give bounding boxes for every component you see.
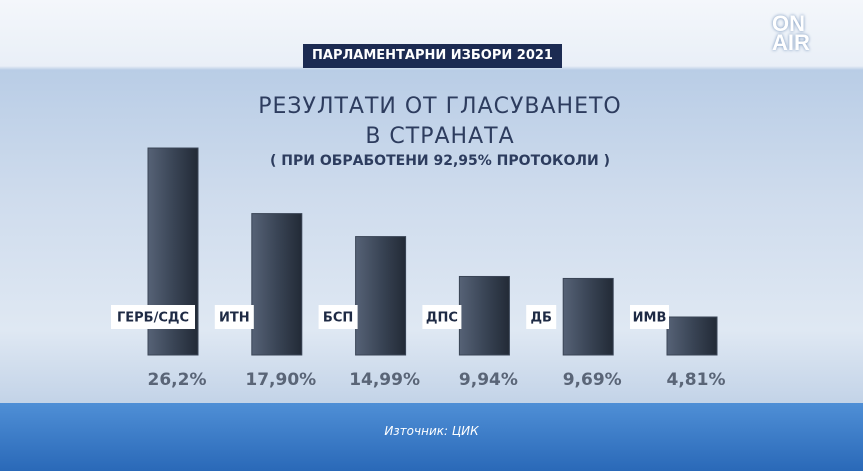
category-label-box <box>526 305 557 329</box>
value-label: 14,99% <box>349 370 420 390</box>
category-label: ИТН <box>219 311 250 326</box>
category-label: ГЕРБ/СДС <box>117 311 189 326</box>
source: Източник: ЦИК <box>384 424 479 438</box>
bar <box>355 236 407 356</box>
bar <box>458 275 510 356</box>
value-label: 26,2% <box>148 370 207 390</box>
logo: ON AIR <box>772 11 810 55</box>
value-label: 9,69% <box>563 370 622 390</box>
category-label-box <box>422 305 462 329</box>
value-label: 17,90% <box>245 370 316 390</box>
category-label: ИМВ <box>633 311 667 326</box>
category-label-box <box>214 305 254 329</box>
value-label: 9,94% <box>459 370 518 390</box>
logo-line: AIR <box>772 30 810 55</box>
bar <box>562 277 614 356</box>
banner: ПАРЛАМЕНТАРНИ ИЗБОРИ 2021 <box>303 44 562 68</box>
bottom-band <box>0 403 863 471</box>
category-label-box <box>111 305 195 329</box>
category-label-box <box>318 305 358 329</box>
category-label: БСП <box>323 311 353 326</box>
chart-title: РЕЗУЛТАТИ ОТ ГЛАСУВАНЕТО В СТРАНАТА <box>258 94 622 149</box>
value-label: 4,81% <box>667 370 726 390</box>
chart-subtitle: ( ПРИ ОБРАБОТЕНИ 92,95% ПРОТОКОЛИ ) <box>270 153 610 169</box>
bar <box>666 316 718 356</box>
category-label: ДПС <box>426 311 458 326</box>
category-label: ДБ <box>530 311 552 326</box>
bar <box>251 213 303 356</box>
category-label-box <box>630 305 669 329</box>
logo-line: ON <box>772 11 805 36</box>
